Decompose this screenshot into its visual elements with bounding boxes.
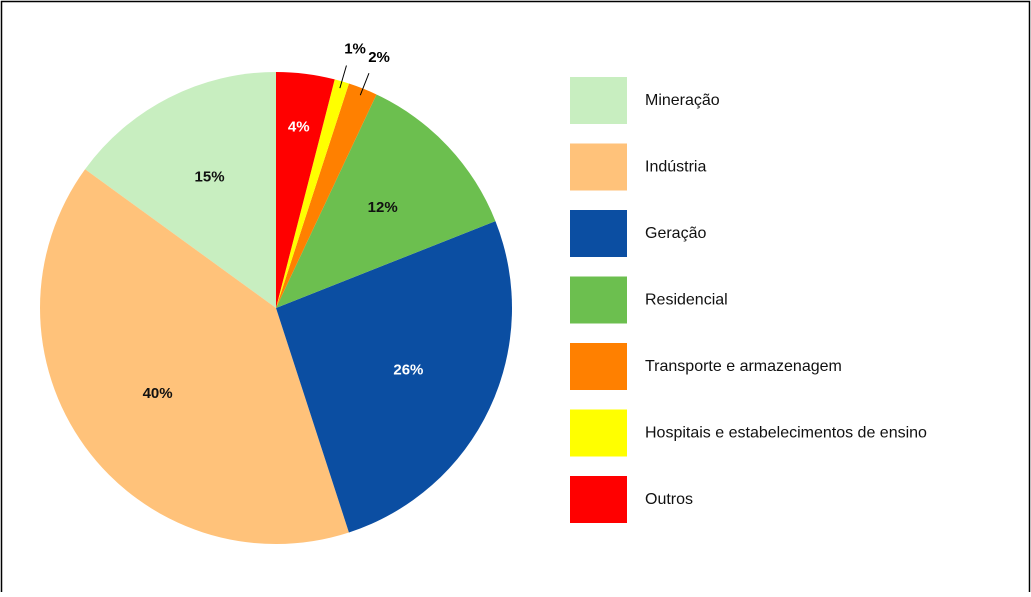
legend-label: Mineração [645,92,720,109]
legend-swatch [570,143,627,191]
pie-slice [276,72,335,308]
legend-label: Geração [645,225,706,242]
leader-line [359,73,370,96]
pie-slice [85,72,276,308]
legend-label: Hospitais e estabelecimentos de ensino [645,425,927,442]
leader-line [339,65,347,89]
legend-swatch [570,476,627,523]
pie-slice [276,83,377,308]
data-label: 15% [195,169,225,186]
data-label: 26% [393,361,423,378]
legend-swatch [570,409,627,457]
legend-swatch [570,343,627,390]
data-label: 4% [288,119,310,136]
legend-label: Outros [645,491,693,508]
legend-label: Residencial [645,292,728,309]
legend-label: Transporte e armazenagem [645,358,842,375]
data-label: 40% [143,385,173,402]
data-label: 12% [368,199,398,216]
pie-slice [276,79,349,309]
data-label: 1% [344,41,366,58]
legend-swatch [570,276,627,324]
legend-label: Indústria [645,159,706,176]
legend-swatch [570,77,627,124]
pie-slice [40,169,349,544]
legend-swatch [570,210,627,257]
pie-slice [276,94,496,308]
data-label: 2% [368,49,390,66]
pie-slice [276,221,512,533]
